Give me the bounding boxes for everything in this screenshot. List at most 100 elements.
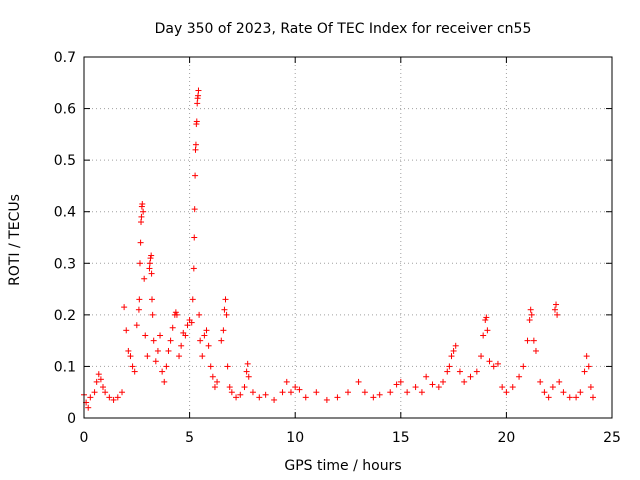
- data-point: [110, 396, 117, 403]
- data-point: [573, 394, 580, 401]
- data-point: [163, 363, 170, 370]
- data-point: [182, 332, 189, 339]
- y-tick-label: 0.2: [54, 308, 76, 324]
- data-point: [226, 384, 233, 391]
- data-point: [287, 389, 294, 396]
- data-point: [194, 100, 201, 107]
- data-point: [473, 368, 480, 375]
- data-point: [483, 314, 490, 321]
- data-point: [189, 296, 196, 303]
- data-point: [159, 368, 166, 375]
- data-point: [146, 260, 153, 267]
- data-point: [172, 309, 179, 316]
- data-point: [581, 368, 588, 375]
- data-point: [203, 327, 210, 334]
- data-point: [302, 394, 309, 401]
- data-point: [167, 337, 174, 344]
- data-point: [233, 394, 240, 401]
- data-point: [577, 389, 584, 396]
- data-point: [256, 394, 263, 401]
- data-point: [516, 373, 523, 380]
- data-point: [537, 378, 544, 385]
- data-point: [138, 219, 145, 226]
- data-point: [119, 389, 126, 396]
- data-point: [283, 378, 290, 385]
- data-point: [192, 141, 199, 148]
- chart-title: Day 350 of 2023, Rate Of TEC Index for r…: [155, 21, 532, 37]
- data-point: [482, 317, 489, 324]
- y-tick-label: 0.1: [54, 359, 76, 375]
- data-point: [102, 389, 109, 396]
- data-point: [249, 389, 256, 396]
- data-point: [178, 342, 185, 349]
- y-tick-label: 0.5: [54, 153, 76, 169]
- data-point: [440, 378, 447, 385]
- data-point: [355, 378, 362, 385]
- data-point: [207, 363, 214, 370]
- data-point: [91, 389, 98, 396]
- data-point: [224, 363, 231, 370]
- data-point: [551, 306, 558, 313]
- data-point: [345, 389, 351, 396]
- data-point: [173, 311, 180, 318]
- data-point: [141, 275, 148, 282]
- data-point: [532, 347, 539, 354]
- data-point: [271, 396, 278, 403]
- data-point: [127, 353, 134, 360]
- data-point: [106, 394, 113, 401]
- data-point: [545, 394, 552, 401]
- data-point: [484, 327, 491, 334]
- data-point: [138, 213, 145, 220]
- data-point: [220, 327, 227, 334]
- data-point: [435, 384, 442, 391]
- data-point: [292, 384, 299, 391]
- data-point: [121, 304, 128, 311]
- data-point: [140, 208, 147, 215]
- x-axis-label: GPS time / hours: [284, 458, 401, 474]
- data-point: [123, 327, 130, 334]
- data-point: [467, 373, 474, 380]
- data-point: [486, 358, 493, 365]
- data-point: [195, 87, 202, 94]
- data-point: [149, 311, 156, 318]
- data-point: [146, 265, 153, 272]
- data-point: [549, 384, 556, 391]
- data-point: [196, 311, 203, 318]
- x-tick-label: 20: [497, 430, 515, 446]
- data-point: [418, 389, 425, 396]
- data-point: [296, 386, 303, 393]
- data-point: [412, 384, 419, 391]
- data-point: [244, 360, 251, 367]
- data-point: [125, 347, 132, 354]
- data-point: [509, 384, 516, 391]
- data-point: [199, 353, 206, 360]
- plot-frame: [83, 56, 613, 419]
- data-point: [429, 381, 436, 388]
- data-point: [446, 363, 453, 370]
- y-tick-label: 0.4: [54, 205, 76, 221]
- data-point: [528, 311, 535, 318]
- data-point: [190, 265, 197, 272]
- data-point: [184, 322, 191, 329]
- data-point: [585, 363, 592, 370]
- data-point: [423, 373, 430, 380]
- data-point: [131, 368, 138, 375]
- data-point: [520, 363, 527, 370]
- data-point: [165, 347, 172, 354]
- data-point: [223, 311, 230, 318]
- data-point: [527, 306, 534, 313]
- data-point: [139, 200, 146, 207]
- data-point: [161, 378, 168, 385]
- data-point: [313, 389, 320, 396]
- data-point: [133, 322, 140, 329]
- data-point: [524, 337, 531, 344]
- data-point: [144, 353, 151, 360]
- data-point: [526, 317, 533, 324]
- ticks-layer: 0 5 10 15 20 25 0 0.1 0.2 0.3 0.4 0.5 0.6 0.7: [54, 50, 621, 446]
- data-point: [214, 378, 221, 385]
- data-point: [361, 389, 368, 396]
- y-tick-label: 0.6: [54, 102, 76, 118]
- data-point: [587, 384, 594, 391]
